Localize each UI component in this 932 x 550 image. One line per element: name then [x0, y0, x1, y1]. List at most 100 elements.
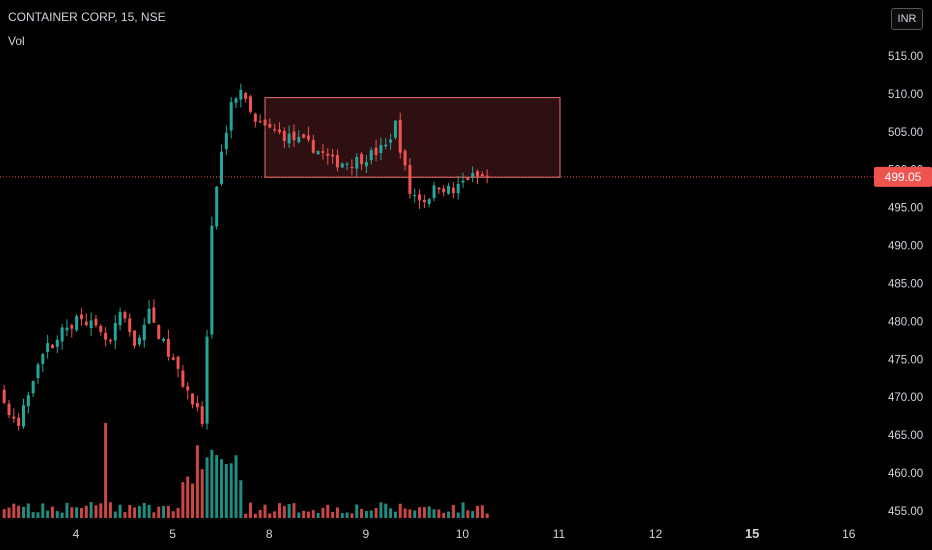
y-tick-label: 455.00 [888, 506, 923, 518]
candle-body [234, 98, 238, 103]
x-tick-label: 8 [266, 527, 273, 541]
volume-bar [297, 512, 301, 518]
candle-body [302, 134, 306, 138]
candle-body [36, 364, 40, 379]
candle-body [60, 327, 64, 342]
candle-body [123, 312, 127, 319]
candle-body [79, 314, 83, 320]
candle-body [94, 318, 98, 326]
currency-button[interactable]: INR [891, 8, 923, 30]
candle-body [2, 389, 6, 403]
volume-bar [171, 511, 175, 518]
candle-body [379, 145, 383, 154]
candle-body [108, 340, 112, 342]
candle-body [137, 337, 141, 345]
y-tick-label: 480.00 [888, 316, 923, 328]
y-tick-label: 490.00 [888, 241, 923, 253]
volume-bar [432, 509, 436, 518]
candle-body [176, 356, 180, 369]
candle-body [171, 357, 175, 360]
volume-bar [326, 504, 330, 518]
x-tick-label: 10 [456, 527, 470, 541]
candle-body [84, 321, 88, 326]
candle-body [413, 194, 417, 196]
volume-bar [186, 476, 190, 518]
volume-bar [50, 506, 54, 518]
candle-body [292, 131, 296, 141]
volume-bar [398, 503, 402, 518]
candle-body [282, 131, 286, 141]
volume-bar [422, 507, 426, 518]
candle-body [147, 308, 151, 324]
candle-body [384, 144, 388, 147]
volume-bar [364, 511, 368, 518]
candle-body [239, 89, 243, 100]
candle-body [118, 312, 122, 326]
volume-bar [471, 511, 475, 518]
volume-bar [210, 449, 214, 518]
candle-body [249, 96, 252, 112]
volume-bar [302, 510, 306, 518]
candle-body [191, 393, 195, 405]
volume-bar [413, 510, 417, 518]
volume-bar [360, 508, 364, 518]
volume-bar [176, 507, 180, 518]
candle-body [360, 153, 364, 165]
candle-body [369, 150, 373, 161]
candle-body [46, 343, 50, 352]
candle-body [398, 120, 402, 153]
candle-body [99, 325, 103, 332]
volume-bar [393, 511, 397, 518]
candle-body [258, 121, 262, 123]
y-tick-label: 460.00 [888, 468, 923, 480]
volume-bar [379, 502, 383, 518]
volume-bar [335, 507, 339, 518]
volume-bar [287, 504, 291, 518]
volume-bar [70, 507, 74, 518]
volume-bar [200, 469, 204, 518]
candle-body [461, 180, 465, 183]
candle-body [104, 332, 108, 340]
volume-bar [84, 505, 88, 518]
candle-body [89, 320, 93, 328]
candle-body [70, 325, 74, 329]
candle-body [21, 405, 25, 427]
volume-bar [456, 512, 460, 518]
candle-body [75, 316, 79, 331]
volume-bar [147, 504, 151, 518]
volume-bar [355, 504, 359, 518]
volume-bar [12, 503, 16, 518]
y-tick-label: 505.00 [888, 127, 923, 139]
volume-bar [137, 506, 141, 518]
candle-body [41, 354, 45, 364]
volume-label: Vol [8, 34, 25, 48]
volume-bar [152, 512, 156, 518]
candle-body [65, 327, 69, 331]
volume-bar [89, 502, 93, 518]
candle-body [17, 417, 21, 426]
volume-bar [46, 510, 50, 518]
candle-body [350, 166, 354, 168]
volume-bar [7, 507, 11, 518]
volume-bar [118, 504, 122, 518]
volume-bar [239, 480, 243, 518]
volume-bar [292, 503, 296, 518]
candle-body [345, 163, 349, 165]
candle-body [277, 129, 281, 133]
volume-bar [480, 505, 484, 518]
volume-bar [79, 508, 83, 518]
volume-bar [384, 503, 388, 518]
candle-body [331, 154, 335, 157]
volume-bar [476, 505, 480, 518]
chart-title: CONTAINER CORP, 15, NSE [8, 10, 166, 24]
candle-body [195, 402, 199, 408]
y-tick-label: 475.00 [888, 354, 923, 366]
volume-bar [123, 512, 127, 518]
y-tick-label: 515.00 [888, 51, 923, 63]
candle-body [422, 199, 426, 203]
volume-bar [21, 506, 25, 518]
volume-bar [350, 513, 354, 518]
candle-body [229, 102, 233, 131]
range-box[interactable] [264, 97, 561, 178]
